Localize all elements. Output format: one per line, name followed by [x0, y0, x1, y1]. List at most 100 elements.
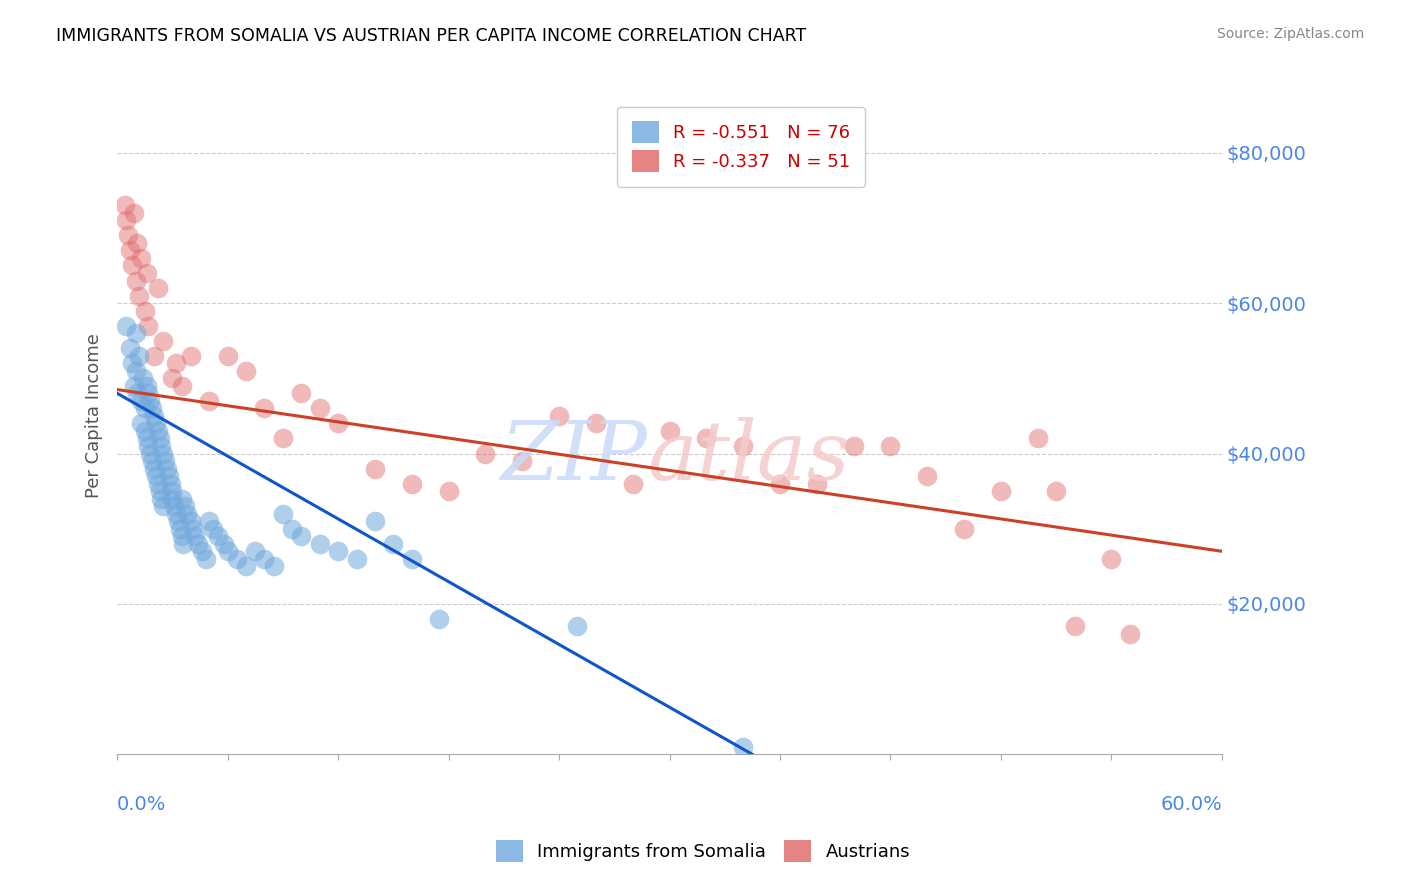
Point: [194, 551, 217, 566]
Point: [769, 476, 792, 491]
Point: [953, 522, 976, 536]
Text: ZIP: ZIP: [501, 417, 647, 497]
Point: [117, 228, 139, 243]
Point: [120, 244, 142, 258]
Point: [1026, 432, 1049, 446]
Point: [658, 424, 681, 438]
Point: [217, 349, 239, 363]
Y-axis label: Per Capita Income: Per Capita Income: [86, 334, 103, 499]
Point: [181, 522, 204, 536]
Point: [114, 198, 136, 212]
Point: [174, 499, 197, 513]
Point: [1045, 484, 1067, 499]
Point: [806, 476, 828, 491]
Point: [163, 499, 186, 513]
Point: [143, 349, 166, 363]
Point: [621, 476, 644, 491]
Point: [187, 537, 209, 551]
Point: [141, 454, 163, 468]
Point: [159, 476, 181, 491]
Point: [169, 522, 191, 536]
Point: [121, 259, 143, 273]
Point: [127, 235, 149, 250]
Point: [225, 551, 247, 566]
Point: [1063, 619, 1085, 633]
Legend: Immigrants from Somalia, Austrians: Immigrants from Somalia, Austrians: [488, 833, 918, 870]
Point: [170, 379, 193, 393]
Point: [129, 417, 152, 431]
Point: [138, 318, 160, 333]
Point: [364, 514, 387, 528]
Point: [165, 507, 187, 521]
Point: [162, 371, 184, 385]
Point: [842, 439, 865, 453]
Text: Source: ZipAtlas.com: Source: ZipAtlas.com: [1216, 27, 1364, 41]
Point: [156, 461, 179, 475]
Text: 0.0%: 0.0%: [117, 795, 166, 814]
Point: [281, 522, 304, 536]
Point: [120, 341, 142, 355]
Text: atlas: atlas: [647, 417, 849, 497]
Point: [145, 469, 167, 483]
Point: [153, 454, 176, 468]
Text: IMMIGRANTS FROM SOMALIA VS AUSTRIAN PER CAPITA INCOME CORRELATION CHART: IMMIGRANTS FROM SOMALIA VS AUSTRIAN PER …: [56, 27, 807, 45]
Point: [290, 386, 312, 401]
Point: [271, 507, 294, 521]
Point: [150, 491, 173, 506]
Point: [170, 491, 193, 506]
Point: [235, 559, 257, 574]
Point: [217, 544, 239, 558]
Point: [122, 206, 145, 220]
Point: [183, 529, 205, 543]
Point: [198, 514, 221, 528]
Point: [201, 522, 224, 536]
Point: [180, 349, 202, 363]
Point: [162, 484, 184, 499]
Point: [134, 401, 156, 416]
Point: [235, 364, 257, 378]
Point: [172, 537, 194, 551]
Point: [212, 537, 235, 551]
Point: [382, 537, 405, 551]
Point: [135, 379, 157, 393]
Point: [290, 529, 312, 543]
Point: [132, 371, 155, 385]
Point: [990, 484, 1012, 499]
Point: [129, 251, 152, 265]
Point: [326, 417, 349, 431]
Point: [510, 454, 533, 468]
Point: [135, 266, 157, 280]
Point: [308, 537, 330, 551]
Point: [308, 401, 330, 416]
Point: [170, 529, 193, 543]
Point: [124, 364, 146, 378]
Point: [141, 401, 163, 416]
Point: [148, 432, 170, 446]
Point: [253, 401, 276, 416]
Point: [326, 544, 349, 558]
Point: [139, 393, 162, 408]
Point: [401, 476, 423, 491]
Point: [129, 393, 152, 408]
Point: [165, 356, 187, 370]
Point: [146, 476, 169, 491]
Point: [429, 612, 451, 626]
Point: [271, 432, 294, 446]
Point: [401, 551, 423, 566]
Point: [176, 507, 198, 521]
Point: [143, 461, 166, 475]
Point: [917, 469, 939, 483]
Point: [548, 409, 571, 423]
Point: [207, 529, 229, 543]
Point: [139, 446, 162, 460]
Point: [122, 379, 145, 393]
Point: [121, 356, 143, 370]
Point: [152, 499, 174, 513]
Point: [138, 439, 160, 453]
Point: [128, 288, 150, 302]
Point: [146, 424, 169, 438]
Legend: R = -0.551   N = 76, R = -0.337   N = 51: R = -0.551 N = 76, R = -0.337 N = 51: [617, 107, 865, 187]
Point: [245, 544, 267, 558]
Point: [124, 326, 146, 340]
Point: [115, 318, 138, 333]
